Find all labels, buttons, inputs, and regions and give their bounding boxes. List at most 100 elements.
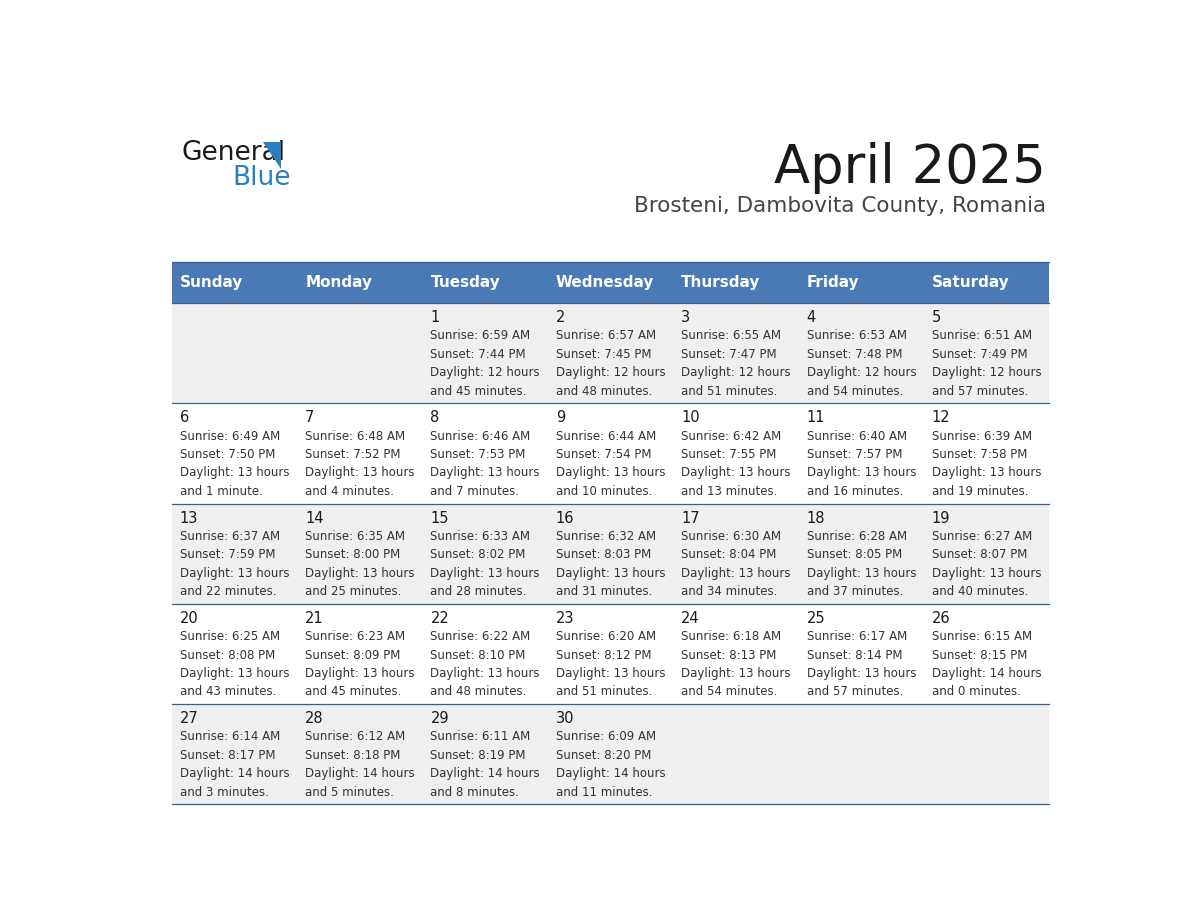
Text: Sunrise: 6:42 AM: Sunrise: 6:42 AM: [681, 430, 782, 442]
Text: Sunrise: 6:30 AM: Sunrise: 6:30 AM: [681, 530, 782, 543]
Text: April 2025: April 2025: [775, 142, 1047, 194]
Text: Daylight: 13 hours: Daylight: 13 hours: [556, 566, 665, 580]
Text: and 0 minutes.: and 0 minutes.: [931, 686, 1020, 699]
Text: Sunrise: 6:49 AM: Sunrise: 6:49 AM: [179, 430, 280, 442]
Text: Thursday: Thursday: [681, 275, 760, 290]
Text: Saturday: Saturday: [931, 275, 1010, 290]
Bar: [923, 263, 1049, 303]
Bar: [422, 303, 548, 403]
Text: and 7 minutes.: and 7 minutes.: [430, 485, 519, 498]
Text: Daylight: 13 hours: Daylight: 13 hours: [931, 466, 1042, 479]
Text: Daylight: 13 hours: Daylight: 13 hours: [305, 566, 415, 580]
Text: Blue: Blue: [233, 165, 291, 191]
Text: Daylight: 14 hours: Daylight: 14 hours: [556, 767, 665, 780]
Bar: [923, 303, 1049, 403]
Bar: [923, 504, 1049, 604]
Bar: [422, 504, 548, 604]
Text: Daylight: 12 hours: Daylight: 12 hours: [807, 366, 916, 379]
Text: Daylight: 13 hours: Daylight: 13 hours: [179, 667, 290, 680]
Text: and 57 minutes.: and 57 minutes.: [807, 686, 903, 699]
Text: Daylight: 12 hours: Daylight: 12 hours: [681, 366, 791, 379]
Text: Sunrise: 6:53 AM: Sunrise: 6:53 AM: [807, 330, 906, 342]
Text: Sunset: 8:04 PM: Sunset: 8:04 PM: [681, 548, 777, 561]
Bar: [672, 504, 798, 604]
Text: Sunrise: 6:37 AM: Sunrise: 6:37 AM: [179, 530, 280, 543]
Text: 10: 10: [681, 410, 700, 425]
Text: and 16 minutes.: and 16 minutes.: [807, 485, 903, 498]
Text: 24: 24: [681, 610, 700, 626]
Text: 7: 7: [305, 410, 315, 425]
Text: Sunrise: 6:09 AM: Sunrise: 6:09 AM: [556, 731, 656, 744]
Text: Sunset: 8:03 PM: Sunset: 8:03 PM: [556, 548, 651, 561]
Text: 12: 12: [931, 410, 950, 425]
Text: Daylight: 13 hours: Daylight: 13 hours: [305, 466, 415, 479]
Bar: [297, 604, 422, 704]
Text: 14: 14: [305, 510, 323, 526]
Text: Sunrise: 6:15 AM: Sunrise: 6:15 AM: [931, 630, 1032, 644]
Text: Sunset: 8:10 PM: Sunset: 8:10 PM: [430, 649, 526, 662]
Text: Daylight: 14 hours: Daylight: 14 hours: [179, 767, 290, 780]
Text: 22: 22: [430, 610, 449, 626]
Text: Daylight: 13 hours: Daylight: 13 hours: [305, 667, 415, 680]
Text: and 45 minutes.: and 45 minutes.: [430, 385, 526, 397]
Text: Sunset: 7:58 PM: Sunset: 7:58 PM: [931, 448, 1028, 461]
Bar: [171, 263, 297, 303]
Bar: [548, 704, 672, 804]
Text: 25: 25: [807, 610, 826, 626]
Text: and 51 minutes.: and 51 minutes.: [556, 686, 652, 699]
Text: 20: 20: [179, 610, 198, 626]
Text: Sunrise: 6:57 AM: Sunrise: 6:57 AM: [556, 330, 656, 342]
Bar: [297, 504, 422, 604]
Text: Daylight: 13 hours: Daylight: 13 hours: [681, 667, 791, 680]
Bar: [171, 704, 297, 804]
Text: Daylight: 14 hours: Daylight: 14 hours: [430, 767, 541, 780]
Text: 30: 30: [556, 711, 574, 726]
Text: Sunset: 8:13 PM: Sunset: 8:13 PM: [681, 649, 777, 662]
Text: Daylight: 13 hours: Daylight: 13 hours: [807, 566, 916, 580]
Text: Daylight: 13 hours: Daylight: 13 hours: [179, 466, 290, 479]
Text: Sunrise: 6:11 AM: Sunrise: 6:11 AM: [430, 731, 531, 744]
Text: and 40 minutes.: and 40 minutes.: [931, 585, 1029, 599]
Text: Sunset: 8:18 PM: Sunset: 8:18 PM: [305, 749, 400, 762]
Bar: [672, 303, 798, 403]
Text: Sunday: Sunday: [179, 275, 244, 290]
Text: Sunset: 8:09 PM: Sunset: 8:09 PM: [305, 649, 400, 662]
Text: Sunrise: 6:14 AM: Sunrise: 6:14 AM: [179, 731, 280, 744]
Text: Sunrise: 6:23 AM: Sunrise: 6:23 AM: [305, 630, 405, 644]
Text: 28: 28: [305, 711, 324, 726]
Text: Sunrise: 6:55 AM: Sunrise: 6:55 AM: [681, 330, 782, 342]
Text: Sunset: 7:49 PM: Sunset: 7:49 PM: [931, 348, 1028, 361]
Text: 5: 5: [931, 310, 941, 325]
Text: 19: 19: [931, 510, 950, 526]
Text: Sunrise: 6:22 AM: Sunrise: 6:22 AM: [430, 630, 531, 644]
Text: 21: 21: [305, 610, 324, 626]
Text: 18: 18: [807, 510, 824, 526]
Text: Sunrise: 6:28 AM: Sunrise: 6:28 AM: [807, 530, 906, 543]
Text: Sunset: 8:08 PM: Sunset: 8:08 PM: [179, 649, 276, 662]
Text: Tuesday: Tuesday: [430, 275, 500, 290]
Text: Sunrise: 6:48 AM: Sunrise: 6:48 AM: [305, 430, 405, 442]
Text: Sunrise: 6:33 AM: Sunrise: 6:33 AM: [430, 530, 531, 543]
Bar: [923, 403, 1049, 504]
Bar: [672, 403, 798, 504]
Text: and 51 minutes.: and 51 minutes.: [681, 385, 778, 397]
Text: and 57 minutes.: and 57 minutes.: [931, 385, 1029, 397]
Text: 16: 16: [556, 510, 574, 526]
Text: Sunrise: 6:46 AM: Sunrise: 6:46 AM: [430, 430, 531, 442]
Text: Sunset: 8:15 PM: Sunset: 8:15 PM: [931, 649, 1028, 662]
Bar: [171, 604, 297, 704]
Text: Sunrise: 6:59 AM: Sunrise: 6:59 AM: [430, 330, 531, 342]
Bar: [297, 303, 422, 403]
Text: and 19 minutes.: and 19 minutes.: [931, 485, 1029, 498]
Text: Sunset: 8:19 PM: Sunset: 8:19 PM: [430, 749, 526, 762]
Text: Sunset: 8:12 PM: Sunset: 8:12 PM: [556, 649, 651, 662]
Bar: [672, 263, 798, 303]
Bar: [422, 403, 548, 504]
Text: and 8 minutes.: and 8 minutes.: [430, 786, 519, 799]
Text: Sunset: 8:02 PM: Sunset: 8:02 PM: [430, 548, 526, 561]
Text: Sunset: 7:53 PM: Sunset: 7:53 PM: [430, 448, 526, 461]
Text: and 10 minutes.: and 10 minutes.: [556, 485, 652, 498]
Text: Daylight: 13 hours: Daylight: 13 hours: [430, 566, 541, 580]
Bar: [672, 604, 798, 704]
Bar: [422, 604, 548, 704]
